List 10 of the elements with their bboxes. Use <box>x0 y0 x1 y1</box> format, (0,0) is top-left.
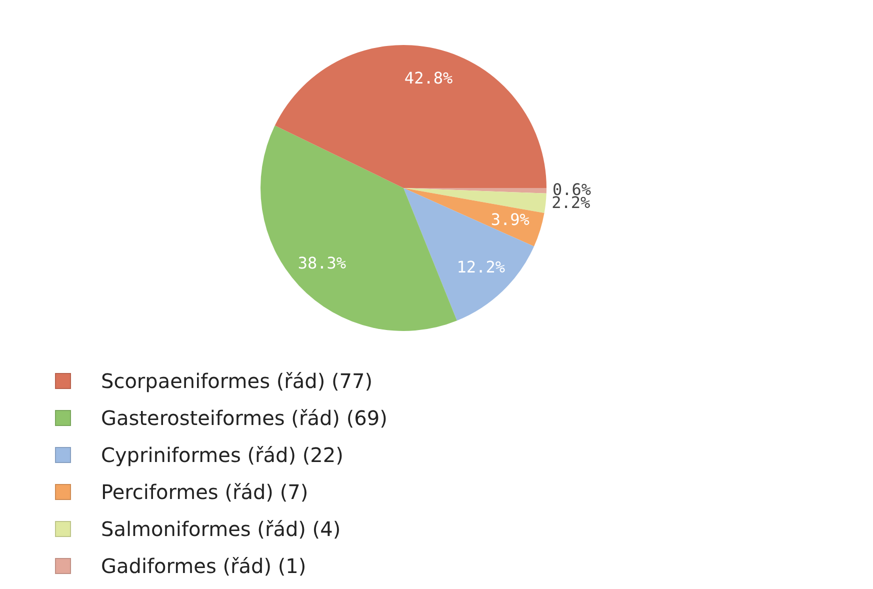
legend-label: Gadiformes (řád) (1) <box>101 554 306 578</box>
legend-label: Salmoniformes (řád) (4) <box>101 516 341 540</box>
legend-label: Cypriniformes (řád) (22) <box>101 442 344 466</box>
legend-label: Scorpaeniformes (řád) (77) <box>101 368 373 392</box>
legend-label: Gasterosteiformes (řád) (69) <box>101 406 388 430</box>
data-label: 38.3% <box>298 253 346 272</box>
legend-label: Perciformes (řád) (7) <box>101 480 308 504</box>
data-label: 12.2% <box>456 258 506 276</box>
data-label: 3.9% <box>490 210 530 229</box>
data-label: 42.8% <box>404 68 453 88</box>
